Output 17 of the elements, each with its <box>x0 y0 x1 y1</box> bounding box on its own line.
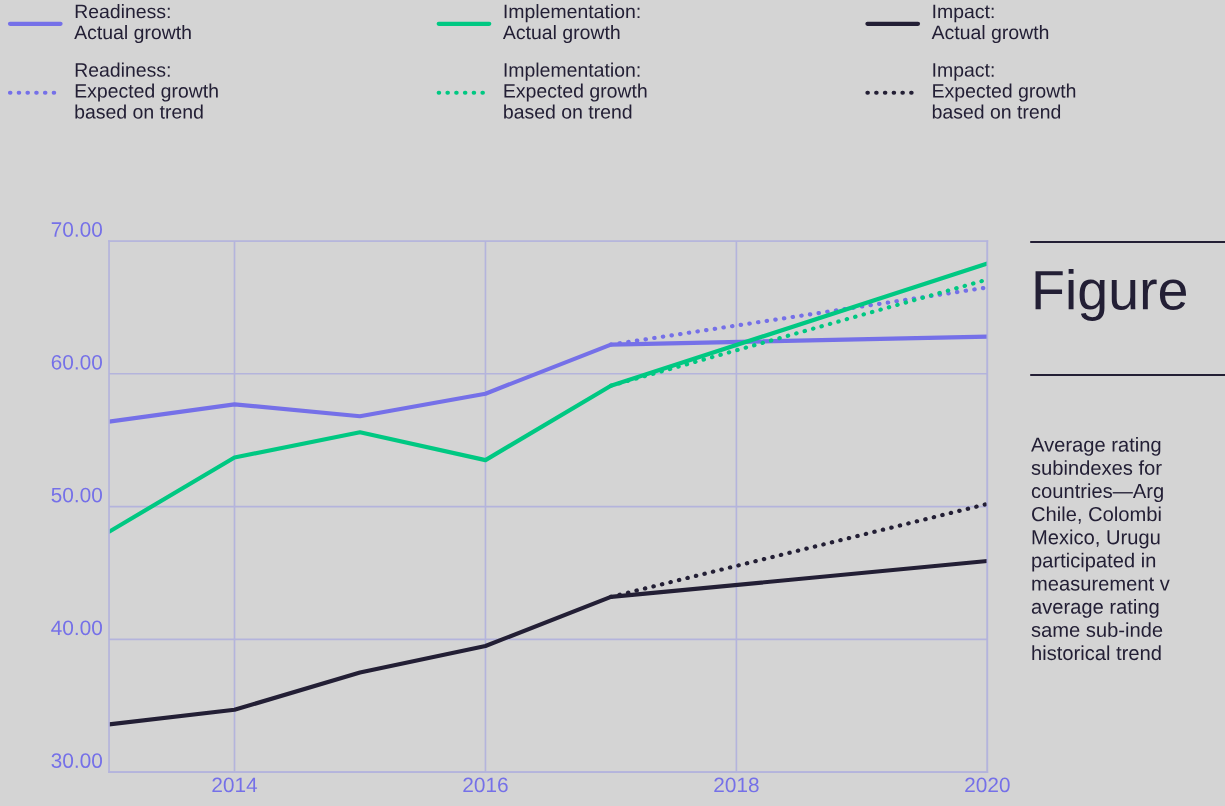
x-tick-label: 2020 <box>965 777 1010 793</box>
y-tick-label: 50.00 <box>51 487 103 503</box>
x-tick-label: 2018 <box>714 777 759 793</box>
x-tick-label: 2016 <box>463 777 508 793</box>
legend-label: Impact: Expected growth based on trend <box>932 63 1076 119</box>
legend-label: Implementation: Actual growth <box>502 4 640 44</box>
text: Average rating subindexes for countries—Arg Chile, Colombi Mexico, Urugu participated in measurement v average rating same sub-inde historical trend <box>1031 437 1170 661</box>
legend-label: Implementation: Expected growth based on trend <box>504 62 647 119</box>
y-tick-label: 60.00 <box>51 354 103 370</box>
legend-label: Impact: Actual growth <box>931 4 1049 44</box>
y-tick-label: 70.00 <box>51 222 103 237</box>
y-tick-label: 30.00 <box>51 753 103 769</box>
legend-label: Readiness: Actual growth <box>74 4 191 44</box>
y-tick-label: 40.00 <box>51 620 103 636</box>
x-tick-label: 2014 <box>212 777 258 793</box>
legend-label: Readiness: Expected growth based on trend <box>75 62 218 119</box>
text: Figure <box>1035 269 1186 321</box>
